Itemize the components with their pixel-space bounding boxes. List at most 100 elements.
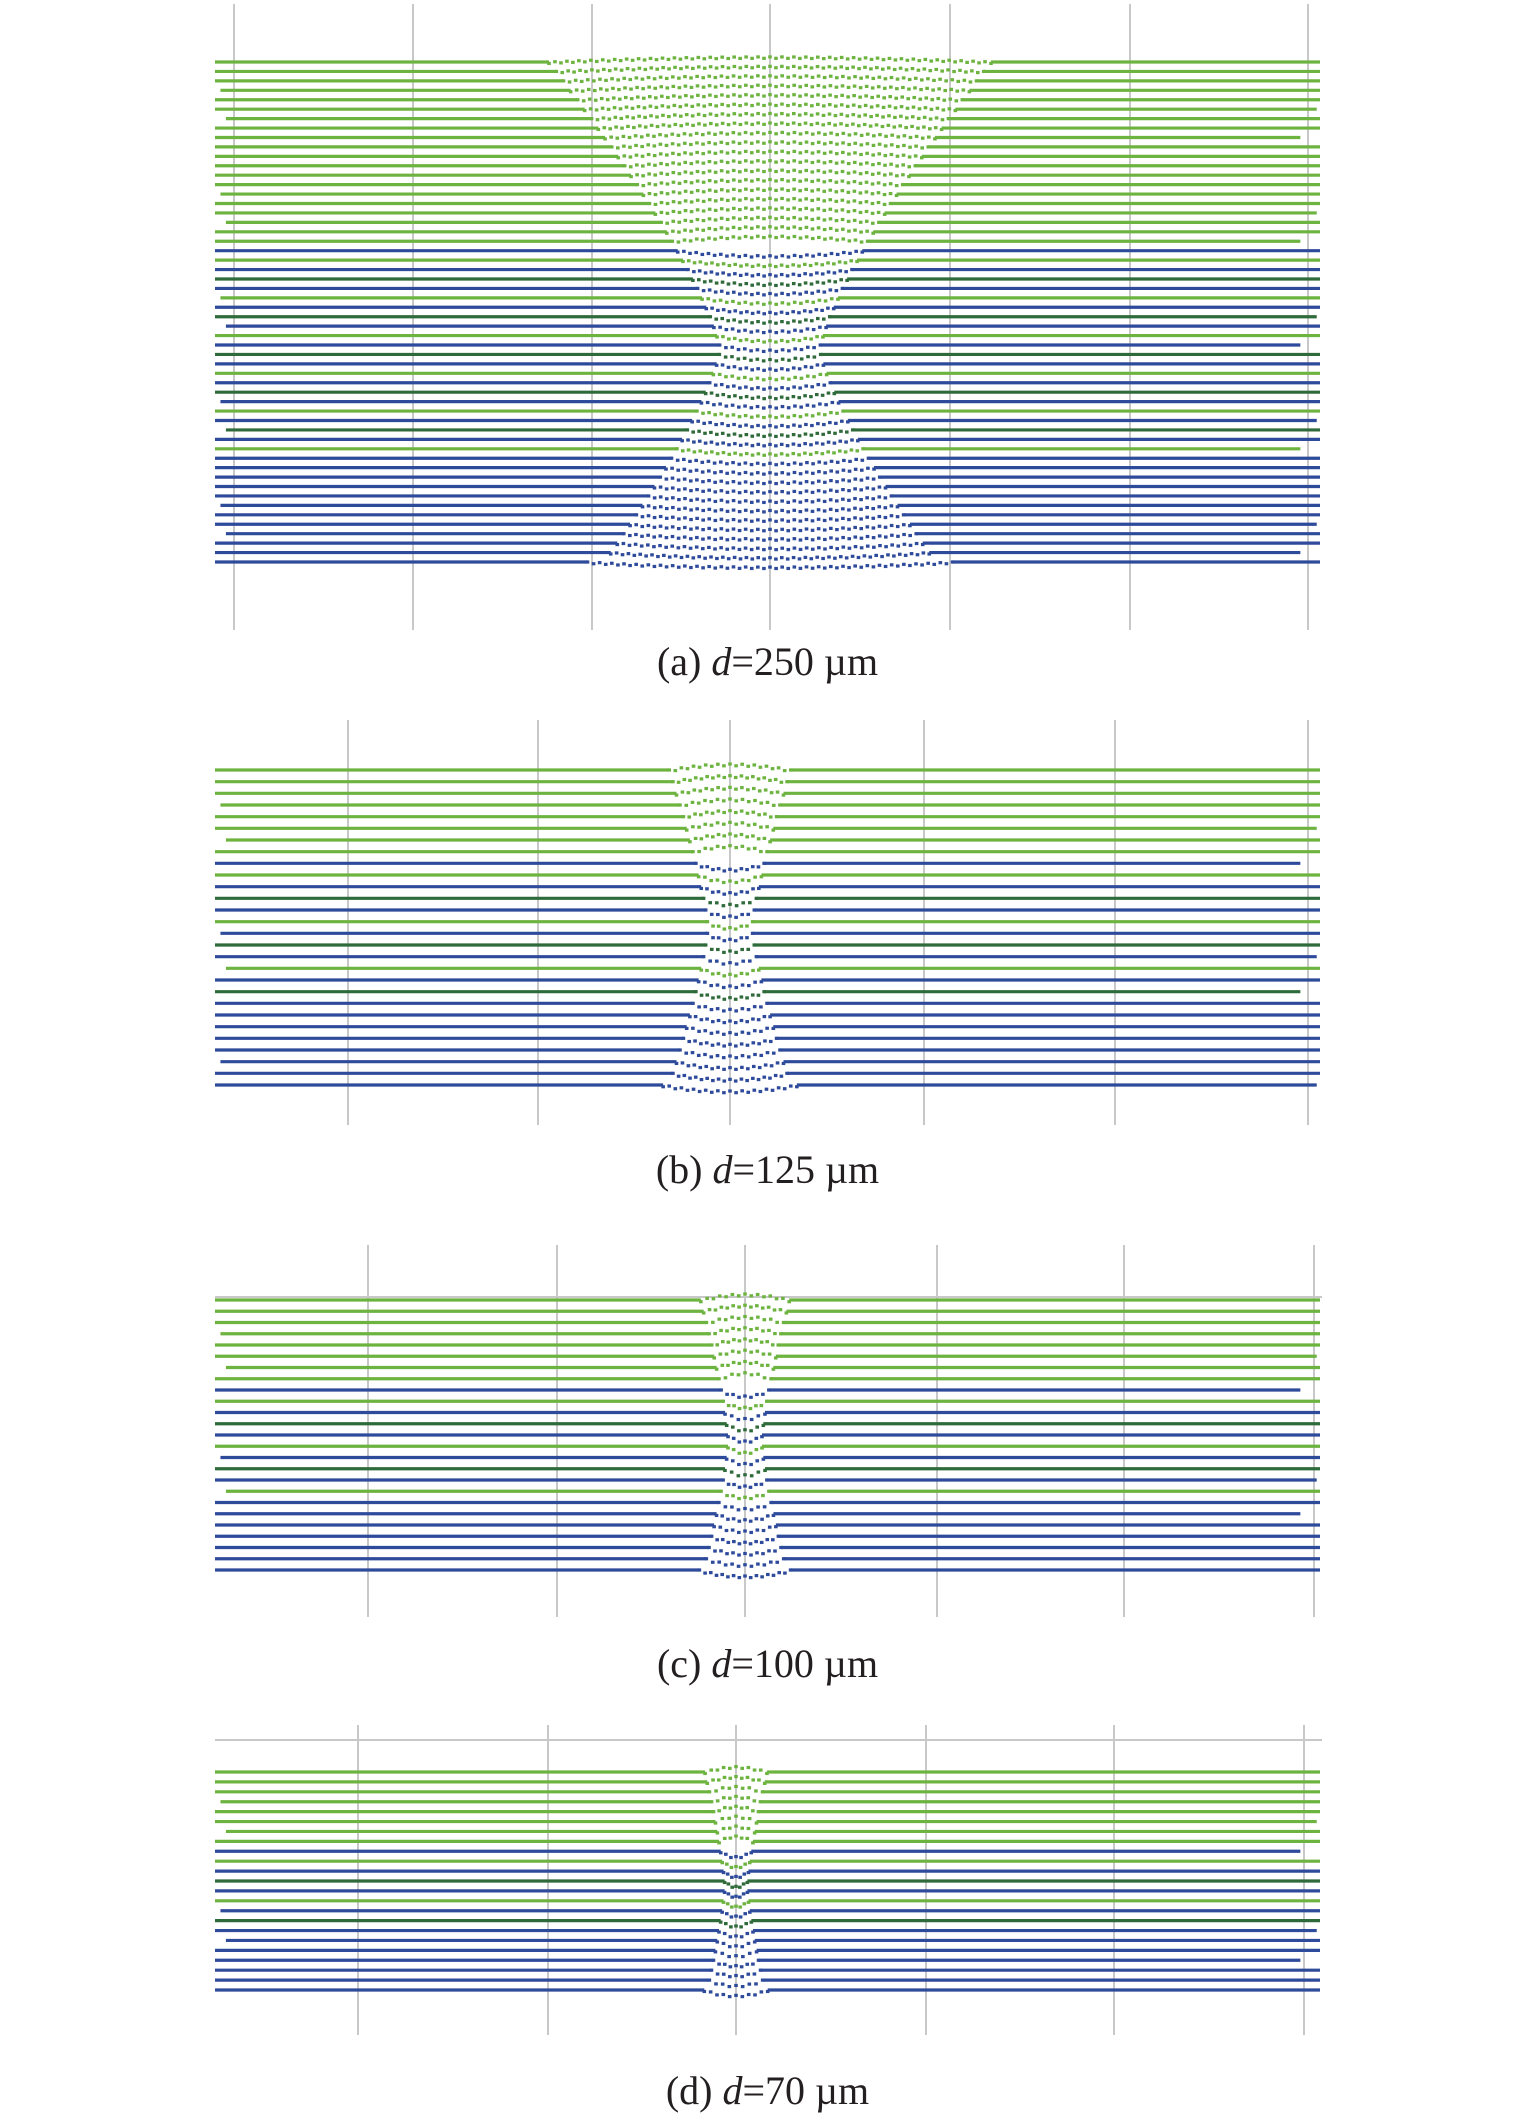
core-dot — [701, 518, 705, 522]
core-dot — [751, 1017, 755, 1021]
core-dot — [792, 225, 797, 229]
core-dot — [792, 102, 796, 106]
core-dot — [731, 253, 735, 257]
core-dot — [774, 198, 778, 202]
core-dot — [734, 904, 739, 908]
core-dot — [817, 460, 822, 464]
core-dot — [871, 231, 875, 235]
core-dot — [677, 191, 682, 195]
core-dot — [810, 236, 815, 241]
core-dot — [666, 95, 670, 100]
core-dot — [890, 543, 894, 547]
core-dot — [744, 423, 748, 427]
core-dot — [740, 1766, 744, 1770]
core-dot — [756, 196, 760, 201]
core-dot — [709, 270, 714, 274]
core-dot — [761, 1329, 765, 1333]
core-dot — [822, 218, 827, 222]
core-dot — [744, 366, 749, 370]
core-dot — [798, 424, 802, 428]
core-dot — [777, 1571, 782, 1575]
core-dot — [730, 1349, 735, 1353]
core-dot — [853, 516, 857, 520]
core-dot — [609, 135, 613, 139]
core-dot — [759, 1005, 763, 1009]
core-dot — [853, 132, 858, 136]
core-dot — [750, 179, 754, 183]
core-dot — [769, 1064, 774, 1068]
core-dot — [750, 387, 754, 391]
core-dot — [841, 131, 846, 135]
core-dot — [589, 117, 594, 121]
core-dot — [671, 515, 675, 519]
core-dot — [743, 1337, 747, 1341]
core-dot — [924, 96, 929, 100]
core-dot — [792, 489, 797, 493]
core-dot — [725, 385, 730, 389]
core-dot — [762, 113, 766, 117]
core-dot — [716, 786, 720, 790]
core-dot — [755, 1551, 759, 1555]
core-dot — [895, 77, 900, 81]
core-dot — [865, 151, 869, 155]
core-dot — [605, 98, 610, 102]
core-dot — [691, 825, 695, 829]
core-dot — [817, 546, 821, 550]
core-dot — [758, 765, 763, 769]
core-dot — [761, 349, 766, 354]
core-dot — [816, 536, 821, 540]
core-dot — [701, 566, 705, 570]
core-dot — [768, 395, 772, 399]
core-dot — [838, 449, 842, 453]
core-dot — [816, 93, 820, 97]
core-dot — [728, 1089, 732, 1093]
core-dot — [902, 532, 906, 537]
core-dot — [733, 442, 737, 446]
core-dot — [765, 1399, 769, 1403]
core-dot — [764, 764, 769, 768]
core-dot — [731, 413, 736, 417]
core-dot — [828, 93, 832, 97]
core-dot — [828, 217, 833, 221]
core-dot — [738, 122, 743, 127]
core-dot — [774, 415, 778, 420]
core-dot — [574, 88, 579, 92]
core-dot — [727, 310, 732, 314]
core-dot — [816, 517, 821, 521]
core-dot — [853, 151, 857, 155]
core-dot — [767, 1352, 772, 1356]
core-dot — [719, 508, 724, 512]
core-dot — [685, 65, 689, 69]
core-dot — [792, 565, 797, 569]
core-dot — [774, 425, 778, 429]
core-dot — [703, 763, 708, 767]
core-dot — [883, 564, 888, 569]
core-dot — [659, 210, 664, 215]
core-dot — [744, 197, 748, 201]
core-dot — [895, 154, 900, 158]
core-dot — [609, 145, 614, 149]
core-dot — [871, 497, 876, 501]
core-dot — [612, 106, 617, 110]
core-dot — [771, 1367, 776, 1371]
core-dot — [647, 95, 652, 99]
core-dot — [765, 800, 770, 804]
core-dot — [817, 131, 821, 135]
core-dot — [871, 153, 875, 157]
core-dot — [705, 1296, 709, 1301]
core-dot — [738, 94, 742, 98]
core-dot — [853, 535, 858, 539]
core-dot — [728, 1935, 733, 1939]
core-dot — [729, 1470, 734, 1474]
core-dot — [845, 278, 849, 282]
core-dot — [791, 366, 796, 370]
core-dot — [743, 1314, 747, 1319]
core-dot — [803, 336, 808, 341]
core-dot — [743, 1473, 747, 1477]
core-dot — [859, 230, 863, 234]
core-dot — [756, 433, 760, 437]
core-dot — [758, 1968, 763, 1972]
core-dot — [749, 349, 753, 353]
core-dot — [693, 1014, 698, 1019]
core-dot — [671, 219, 676, 223]
